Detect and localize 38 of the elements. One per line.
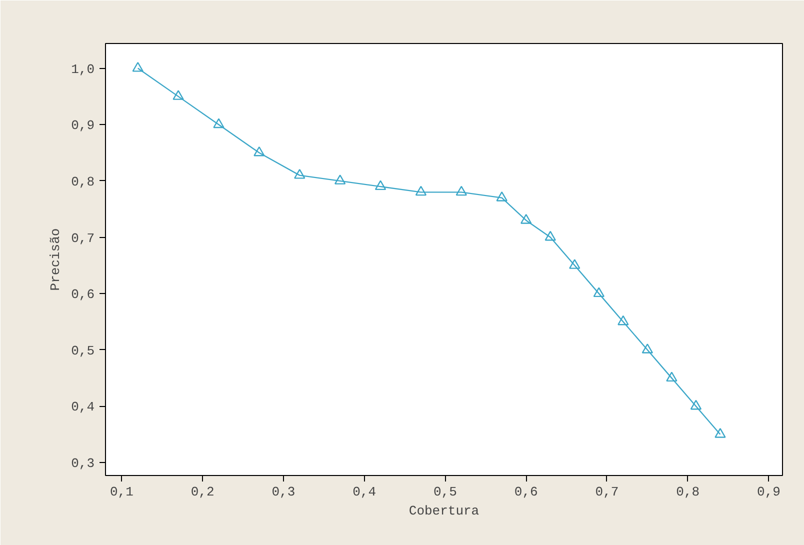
y-tick-label: 1,0 (71, 62, 94, 77)
y-tick-label: 0,8 (71, 174, 94, 190)
x-tick-label: 0,9 (757, 484, 780, 500)
point (569, 259, 580, 269)
point (496, 191, 508, 202)
point (334, 174, 346, 184)
point (666, 372, 678, 382)
x-tick-label: 0,6 (514, 484, 538, 500)
x-tick-label: 0,1 (110, 484, 134, 500)
point (456, 186, 467, 196)
point (172, 90, 184, 100)
x-tick-label: 0,4 (352, 484, 376, 500)
y-tick-label: 0,7 (71, 230, 94, 246)
point (415, 186, 427, 196)
y-tick-label: 0,5 (71, 343, 94, 358)
x-tick-label: 0,7 (595, 484, 619, 500)
point (374, 180, 386, 190)
x-tick-label: 0,8 (676, 484, 700, 500)
point (618, 315, 629, 326)
point (690, 400, 702, 410)
point (294, 168, 306, 179)
x-tick-label: 0,2 (190, 484, 214, 500)
y-tick-label: 0,6 (71, 287, 94, 302)
y-axis-title: Precisão (48, 228, 64, 291)
y-tick-label: 0,4 (71, 400, 95, 415)
point (593, 287, 604, 298)
point (544, 230, 556, 241)
point (642, 344, 654, 354)
x-tick-label: 0,5 (434, 484, 457, 500)
point (714, 428, 726, 438)
y-tick-label: 0,3 (71, 456, 94, 472)
x-axis-title: Cobertura (408, 504, 480, 518)
y-tick-label: 0,9 (71, 118, 94, 134)
point (254, 146, 265, 156)
point (520, 214, 532, 224)
x-tick-label: 0,3 (272, 484, 296, 500)
point (213, 118, 224, 128)
point (132, 62, 144, 72)
